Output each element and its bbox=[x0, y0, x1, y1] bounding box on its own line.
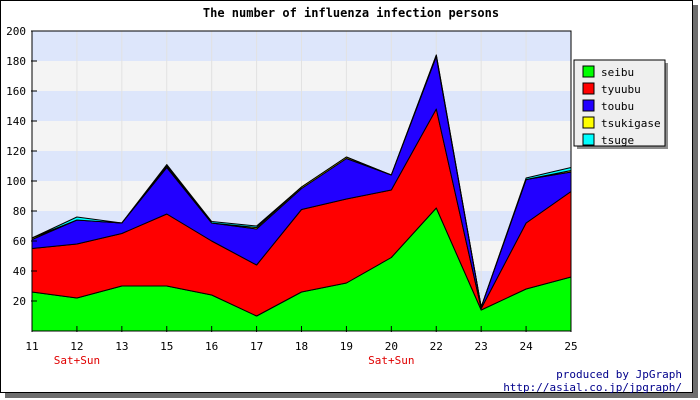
y-tick-label: 140 bbox=[6, 115, 26, 128]
x-tick-label: 17 bbox=[250, 340, 263, 353]
legend-label-tyuubu: tyuubu bbox=[601, 83, 641, 96]
x-tick-label: 16 bbox=[205, 340, 218, 353]
y-tick-label: 100 bbox=[6, 175, 26, 188]
x-tick-label: 19 bbox=[340, 340, 353, 353]
y-tick-label: 200 bbox=[6, 25, 26, 38]
legend-swatch-seibu bbox=[582, 65, 595, 78]
legend-swatch-toubu bbox=[582, 99, 595, 112]
x-tick-label: 12 bbox=[70, 340, 83, 353]
legend-label-seibu: seibu bbox=[601, 66, 634, 79]
y-tick-label: 80 bbox=[13, 205, 26, 218]
chart-frame: 20 40 60 80 100 120 140 160 180 200 11 12 13 15 16 17 18… bbox=[0, 0, 693, 394]
legend-swatch-tsuge bbox=[582, 133, 595, 146]
legend-swatch-tyuubu bbox=[582, 82, 595, 95]
y-tick-label: 20 bbox=[13, 295, 26, 308]
y-tick-label: 180 bbox=[6, 55, 26, 68]
x-annotation: Sat+Sun bbox=[368, 354, 414, 367]
y-tick-label: 40 bbox=[13, 265, 26, 278]
legend-label-toubu: toubu bbox=[601, 100, 634, 113]
x-tick-label: 18 bbox=[295, 340, 308, 353]
x-tick-label: 25 bbox=[564, 340, 577, 353]
legend-label-tsuge: tsuge bbox=[601, 134, 634, 147]
x-tick-label: 24 bbox=[519, 340, 533, 353]
legend: seibu tyuubu toubu tsukigase tsuge bbox=[573, 59, 668, 149]
x-annotation: Sat+Sun bbox=[54, 354, 100, 367]
x-tick-label: 23 bbox=[475, 340, 488, 353]
legend-swatch-tsukigase bbox=[582, 116, 595, 129]
chart-title: The number of influenza infection person… bbox=[203, 6, 499, 20]
x-tick-label: 15 bbox=[160, 340, 173, 353]
credit-line-1: produced by JpGraph bbox=[556, 368, 682, 381]
y-tick-label: 60 bbox=[13, 235, 26, 248]
chart-area: 20 40 60 80 100 120 140 160 180 200 11 12 13 15 16 17 18… bbox=[6, 6, 668, 367]
legend-label-tsukigase: tsukigase bbox=[601, 117, 661, 130]
y-tick-label: 120 bbox=[6, 145, 26, 158]
x-tick-label: 22 bbox=[430, 340, 443, 353]
axes: 20 40 60 80 100 120 140 160 180 200 11 12 13 15 16 17 18… bbox=[6, 25, 578, 367]
credit-url[interactable]: http://asial.co.jp/jpgraph/ bbox=[503, 381, 682, 394]
x-tick-label: 13 bbox=[115, 340, 128, 353]
x-tick-label: 11 bbox=[25, 340, 38, 353]
y-tick-label: 160 bbox=[6, 85, 26, 98]
x-tick-label: 20 bbox=[385, 340, 398, 353]
